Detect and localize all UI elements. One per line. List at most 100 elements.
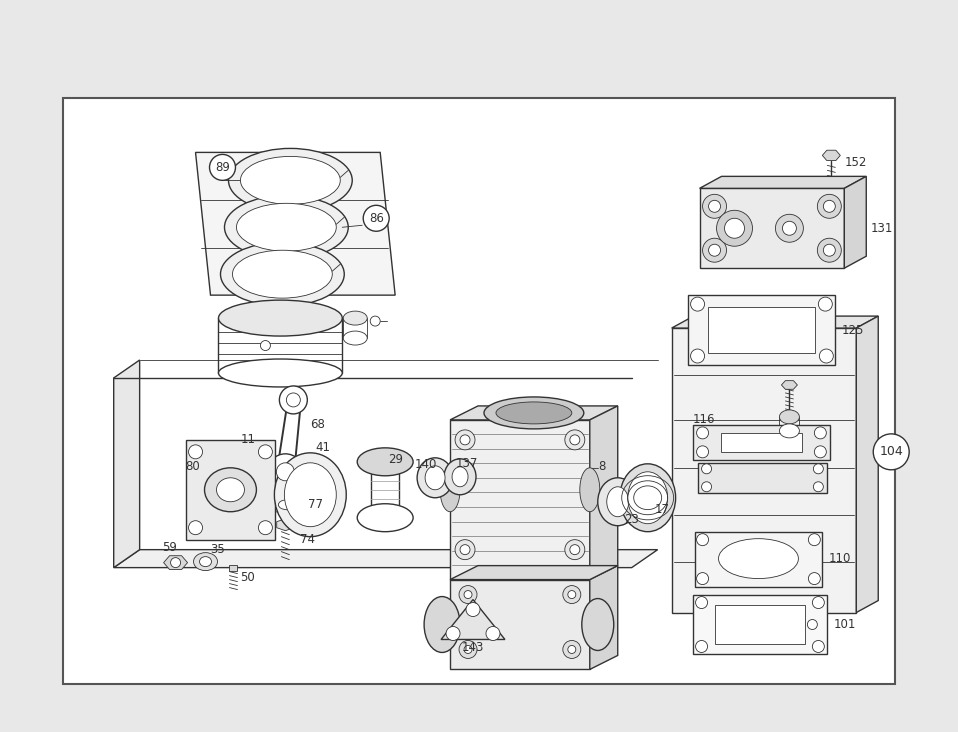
Text: 8: 8 bbox=[598, 460, 605, 474]
Circle shape bbox=[459, 640, 477, 659]
Circle shape bbox=[819, 349, 833, 363]
Text: 23: 23 bbox=[624, 513, 639, 526]
Circle shape bbox=[691, 349, 704, 363]
Polygon shape bbox=[590, 406, 618, 580]
Circle shape bbox=[724, 218, 744, 238]
Ellipse shape bbox=[417, 458, 453, 498]
Polygon shape bbox=[590, 566, 618, 670]
Text: 68: 68 bbox=[310, 419, 325, 431]
Circle shape bbox=[814, 427, 827, 439]
Text: 140: 140 bbox=[415, 458, 438, 471]
Circle shape bbox=[814, 446, 827, 458]
Ellipse shape bbox=[357, 504, 413, 531]
Circle shape bbox=[565, 430, 584, 450]
Ellipse shape bbox=[425, 466, 445, 490]
Bar bbox=[720, 433, 803, 452]
Circle shape bbox=[446, 627, 460, 640]
Circle shape bbox=[466, 602, 480, 616]
Bar bbox=[715, 605, 806, 644]
Bar bbox=[697, 463, 828, 493]
Text: 17: 17 bbox=[654, 503, 670, 516]
Circle shape bbox=[696, 572, 709, 585]
Ellipse shape bbox=[279, 500, 296, 509]
Polygon shape bbox=[277, 519, 294, 531]
Circle shape bbox=[259, 445, 272, 459]
Circle shape bbox=[812, 640, 824, 652]
Ellipse shape bbox=[240, 157, 340, 204]
Circle shape bbox=[702, 194, 726, 218]
Circle shape bbox=[459, 586, 477, 604]
Circle shape bbox=[696, 534, 709, 545]
Bar bbox=[230, 564, 238, 571]
Text: 59: 59 bbox=[163, 541, 177, 554]
Circle shape bbox=[823, 244, 835, 256]
Circle shape bbox=[709, 201, 720, 212]
Ellipse shape bbox=[220, 242, 344, 306]
Ellipse shape bbox=[452, 467, 468, 487]
Circle shape bbox=[171, 558, 180, 567]
Ellipse shape bbox=[598, 478, 638, 526]
Circle shape bbox=[809, 534, 820, 545]
Ellipse shape bbox=[204, 468, 257, 512]
Text: 104: 104 bbox=[879, 445, 903, 458]
Circle shape bbox=[696, 597, 708, 608]
Circle shape bbox=[775, 214, 804, 242]
Circle shape bbox=[701, 482, 712, 492]
Ellipse shape bbox=[269, 496, 306, 514]
Bar bbox=[695, 531, 822, 586]
Text: 29: 29 bbox=[388, 453, 403, 466]
Ellipse shape bbox=[224, 195, 349, 259]
Ellipse shape bbox=[606, 487, 628, 517]
Polygon shape bbox=[672, 328, 856, 613]
Text: 143: 143 bbox=[462, 641, 485, 654]
Circle shape bbox=[568, 646, 576, 654]
Circle shape bbox=[455, 430, 475, 450]
Circle shape bbox=[783, 221, 796, 235]
Ellipse shape bbox=[237, 203, 336, 251]
Ellipse shape bbox=[194, 553, 217, 571]
Ellipse shape bbox=[285, 463, 336, 527]
Ellipse shape bbox=[496, 402, 572, 424]
Polygon shape bbox=[856, 316, 878, 613]
Ellipse shape bbox=[357, 448, 413, 476]
Ellipse shape bbox=[780, 410, 799, 424]
Circle shape bbox=[210, 154, 236, 180]
Circle shape bbox=[486, 627, 500, 640]
Polygon shape bbox=[195, 152, 395, 295]
Circle shape bbox=[809, 572, 820, 585]
Polygon shape bbox=[450, 580, 590, 670]
Ellipse shape bbox=[343, 311, 367, 325]
Ellipse shape bbox=[218, 359, 342, 387]
Circle shape bbox=[808, 619, 817, 630]
Circle shape bbox=[570, 435, 580, 445]
Ellipse shape bbox=[627, 472, 668, 523]
Ellipse shape bbox=[718, 539, 798, 578]
Circle shape bbox=[370, 316, 380, 326]
Polygon shape bbox=[699, 176, 866, 188]
Ellipse shape bbox=[274, 453, 346, 537]
Circle shape bbox=[563, 640, 581, 659]
Circle shape bbox=[277, 463, 294, 481]
Ellipse shape bbox=[233, 250, 332, 298]
Bar bbox=[693, 594, 828, 654]
Circle shape bbox=[464, 646, 472, 654]
Ellipse shape bbox=[484, 397, 583, 429]
Circle shape bbox=[280, 386, 308, 414]
Ellipse shape bbox=[217, 478, 244, 501]
Text: 131: 131 bbox=[870, 222, 893, 235]
Bar bbox=[186, 440, 275, 539]
Text: 89: 89 bbox=[215, 161, 230, 174]
Polygon shape bbox=[450, 420, 590, 580]
Text: 74: 74 bbox=[301, 533, 315, 546]
Circle shape bbox=[464, 591, 472, 599]
Circle shape bbox=[702, 238, 726, 262]
Polygon shape bbox=[672, 316, 878, 328]
Circle shape bbox=[570, 545, 580, 555]
Bar bbox=[708, 307, 815, 353]
Circle shape bbox=[813, 464, 823, 474]
Polygon shape bbox=[114, 550, 657, 567]
Text: 41: 41 bbox=[315, 441, 331, 455]
Circle shape bbox=[565, 539, 584, 560]
Circle shape bbox=[568, 591, 576, 599]
Polygon shape bbox=[699, 188, 844, 268]
